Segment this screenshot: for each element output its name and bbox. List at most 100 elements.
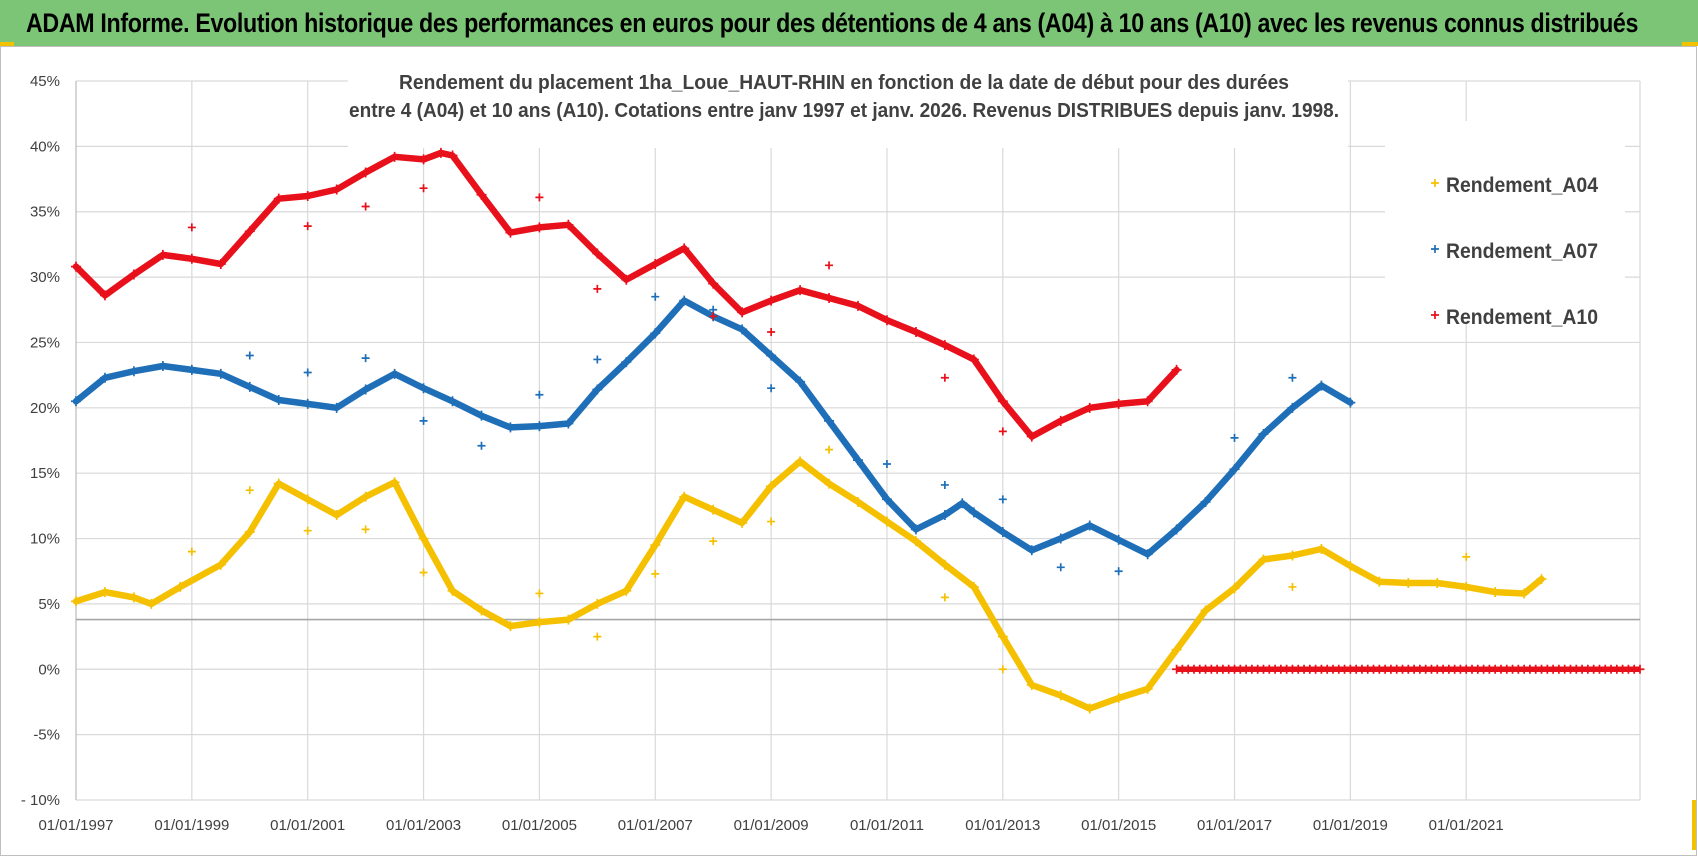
- data-point: [1113, 693, 1124, 704]
- legend-item-Rendement_A10[interactable]: Rendement_A10: [1431, 306, 1598, 329]
- scatter-point: [303, 526, 312, 535]
- data-point: [1229, 464, 1240, 475]
- x-tick-label: 01/01/1997: [38, 817, 113, 834]
- data-point: [99, 587, 110, 598]
- data-point: [244, 381, 255, 392]
- scatter-point: [361, 202, 370, 211]
- x-tick-label: 01/01/2003: [386, 817, 461, 834]
- scatter-point: [187, 547, 196, 556]
- header-banner: ADAM Informe. Evolution historique des p…: [0, 0, 1698, 46]
- data-point: [360, 491, 371, 502]
- x-tick-label: 01/01/2013: [965, 817, 1040, 834]
- y-tick-label: 35%: [30, 204, 60, 221]
- banner-title: ADAM Informe. Evolution historique des p…: [26, 8, 1639, 38]
- title-backdrop: [348, 66, 1348, 148]
- scatter-point: [940, 480, 949, 489]
- data-point: [824, 415, 835, 426]
- data-point: [1055, 415, 1066, 426]
- corner-mark-top-left: [0, 42, 14, 46]
- legend-item-Rendement_A07[interactable]: Rendement_A07: [1431, 240, 1598, 263]
- data-point: [968, 354, 979, 365]
- data-point: [1345, 560, 1356, 571]
- scatter-point: [593, 632, 602, 641]
- data-point: [881, 494, 892, 505]
- series-layer: [71, 147, 1645, 714]
- y-tick-label: 40%: [30, 138, 60, 155]
- scatter-point: [651, 569, 660, 578]
- legend-item-Rendement_A04[interactable]: Rendement_A04: [1431, 174, 1598, 197]
- scatter-point: [593, 284, 602, 293]
- data-point: [997, 396, 1008, 407]
- data-point: [1374, 576, 1385, 587]
- data-point: [1200, 605, 1211, 616]
- y-tick-label: 0%: [38, 661, 60, 678]
- data-point: [99, 290, 110, 301]
- y-tick-label: 10%: [30, 531, 60, 548]
- data-point: [505, 621, 516, 632]
- data-point: [1171, 364, 1182, 375]
- data-point: [1142, 396, 1153, 407]
- scatter-point: [709, 537, 718, 546]
- data-point: [766, 350, 777, 361]
- data-point: [650, 259, 661, 270]
- data-point: [1055, 690, 1066, 701]
- data-point: [71, 396, 81, 407]
- scatter-point: [940, 373, 949, 382]
- data-point: [447, 585, 458, 596]
- data-point: [418, 383, 429, 394]
- data-point: [957, 498, 968, 509]
- scatter-point: [245, 486, 254, 495]
- data-point: [1287, 550, 1298, 561]
- data-point: [881, 315, 892, 326]
- data-point: [273, 478, 284, 489]
- data-point: [1316, 380, 1327, 391]
- x-tick-label: 01/01/2009: [734, 817, 809, 834]
- scatter-point: [825, 445, 834, 454]
- series-line: [72, 149, 1180, 440]
- data-point: [1316, 544, 1327, 555]
- data-point: [360, 384, 371, 395]
- legend-marker: [1431, 311, 1439, 319]
- x-tick-label: 01/01/2011: [850, 817, 924, 834]
- scatter-point: [998, 665, 1007, 674]
- data-point: [302, 191, 313, 202]
- data-point: [1432, 577, 1443, 588]
- chart-title-line2: entre 4 (A04) et 10 ans (A10). Cotations…: [349, 100, 1339, 122]
- series-Rendement_A04: [71, 445, 1547, 714]
- scatter-point: [882, 460, 891, 469]
- scatter-point: [940, 593, 949, 602]
- legend-marker: [1431, 245, 1439, 253]
- y-tick-label: - 10%: [21, 792, 60, 809]
- data-point: [1287, 402, 1298, 413]
- data-point: [824, 293, 835, 304]
- data-point: [1229, 583, 1240, 594]
- scatter-point: [593, 355, 602, 364]
- data-point: [737, 517, 748, 528]
- data-point: [534, 421, 545, 432]
- x-tick-label: 01/01/2017: [1197, 817, 1272, 834]
- data-point: [679, 491, 690, 502]
- data-point: [1519, 588, 1530, 599]
- y-tick-label: 20%: [30, 400, 60, 417]
- legend[interactable]: Rendement_A04 Rendement_A07 Rendement_A10: [1431, 174, 1598, 329]
- data-point: [997, 527, 1008, 538]
- legend-marker: [1431, 179, 1439, 187]
- data-point: [1461, 581, 1472, 592]
- y-tick-label: 30%: [30, 269, 60, 286]
- scatter-point: [1288, 373, 1297, 382]
- data-point: [331, 402, 342, 413]
- data-point: [157, 360, 168, 371]
- scatter-point: [767, 327, 776, 336]
- data-point: [447, 396, 458, 407]
- x-axis-ticks: 01/01/1997 01/01/1999 01/01/2001 01/01/2003…: [38, 817, 1503, 834]
- x-tick-label: 01/01/2021: [1429, 817, 1504, 834]
- data-point: [853, 455, 863, 466]
- data-point: [71, 596, 81, 607]
- scatter-point: [303, 368, 312, 377]
- x-tick-label: 01/01/2019: [1313, 817, 1388, 834]
- data-point: [302, 398, 313, 409]
- data-point: [910, 524, 921, 535]
- y-axis-ticks: - 10% -5% 0% 5% 10% 15% 20% 25% 30% 35% 40% 45%: [21, 73, 60, 809]
- data-point: [534, 617, 545, 628]
- corner-mark-top-right: [1682, 42, 1698, 46]
